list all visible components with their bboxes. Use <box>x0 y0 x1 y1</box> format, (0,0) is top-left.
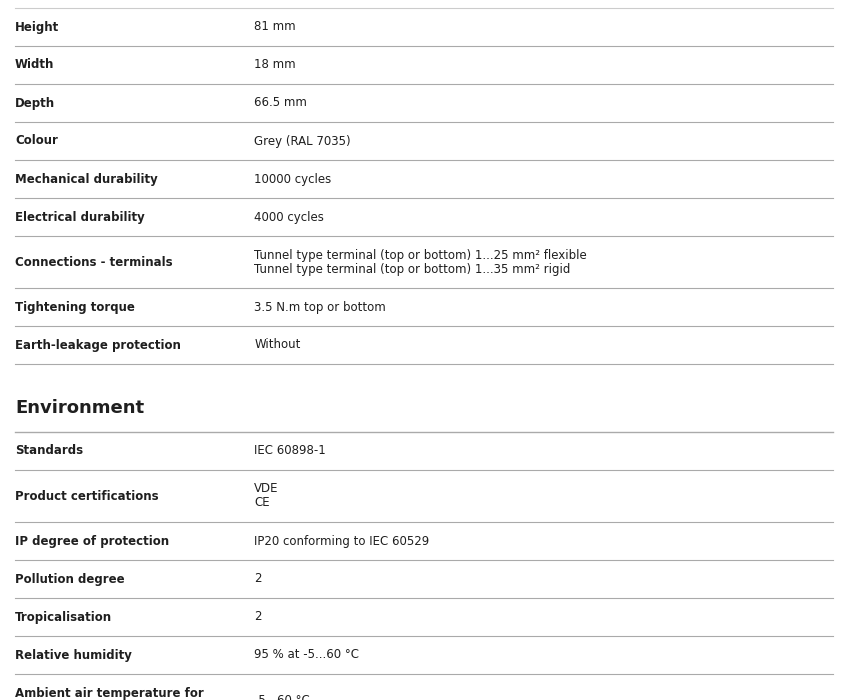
Text: 2: 2 <box>254 573 262 585</box>
Text: 4000 cycles: 4000 cycles <box>254 211 324 223</box>
Text: Connections - terminals: Connections - terminals <box>15 256 173 269</box>
Text: IP degree of protection: IP degree of protection <box>15 535 169 547</box>
Text: Colour: Colour <box>15 134 58 148</box>
Text: Product certifications: Product certifications <box>15 489 159 503</box>
Text: Width: Width <box>15 59 54 71</box>
Text: Relative humidity: Relative humidity <box>15 648 132 662</box>
Text: 81 mm: 81 mm <box>254 20 296 34</box>
Text: Tightening torque: Tightening torque <box>15 300 135 314</box>
Text: Electrical durability: Electrical durability <box>15 211 145 223</box>
Text: 2: 2 <box>254 610 262 624</box>
Text: VDE: VDE <box>254 482 279 496</box>
Text: Tropicalisation: Tropicalisation <box>15 610 112 624</box>
Text: Tunnel type terminal (top or bottom) 1...35 mm² rigid: Tunnel type terminal (top or bottom) 1..… <box>254 262 571 276</box>
Text: Without: Without <box>254 339 301 351</box>
Text: 95 % at -5...60 °C: 95 % at -5...60 °C <box>254 648 360 662</box>
Text: CE: CE <box>254 496 270 510</box>
Text: Ambient air temperature for: Ambient air temperature for <box>15 687 204 699</box>
Text: 66.5 mm: 66.5 mm <box>254 97 307 109</box>
Text: Grey (RAL 7035): Grey (RAL 7035) <box>254 134 351 148</box>
Text: Environment: Environment <box>15 399 144 417</box>
Text: 18 mm: 18 mm <box>254 59 296 71</box>
Text: Earth-leakage protection: Earth-leakage protection <box>15 339 181 351</box>
Text: Mechanical durability: Mechanical durability <box>15 172 158 186</box>
Text: Pollution degree: Pollution degree <box>15 573 125 585</box>
Text: Tunnel type terminal (top or bottom) 1...25 mm² flexible: Tunnel type terminal (top or bottom) 1..… <box>254 248 587 262</box>
Text: IEC 60898-1: IEC 60898-1 <box>254 444 326 458</box>
Text: 10000 cycles: 10000 cycles <box>254 172 332 186</box>
Text: Standards: Standards <box>15 444 83 458</box>
Text: Height: Height <box>15 20 59 34</box>
Text: Depth: Depth <box>15 97 55 109</box>
Text: 3.5 N.m top or bottom: 3.5 N.m top or bottom <box>254 300 386 314</box>
Text: IP20 conforming to IEC 60529: IP20 conforming to IEC 60529 <box>254 535 430 547</box>
Text: -5...60 °C: -5...60 °C <box>254 694 310 700</box>
